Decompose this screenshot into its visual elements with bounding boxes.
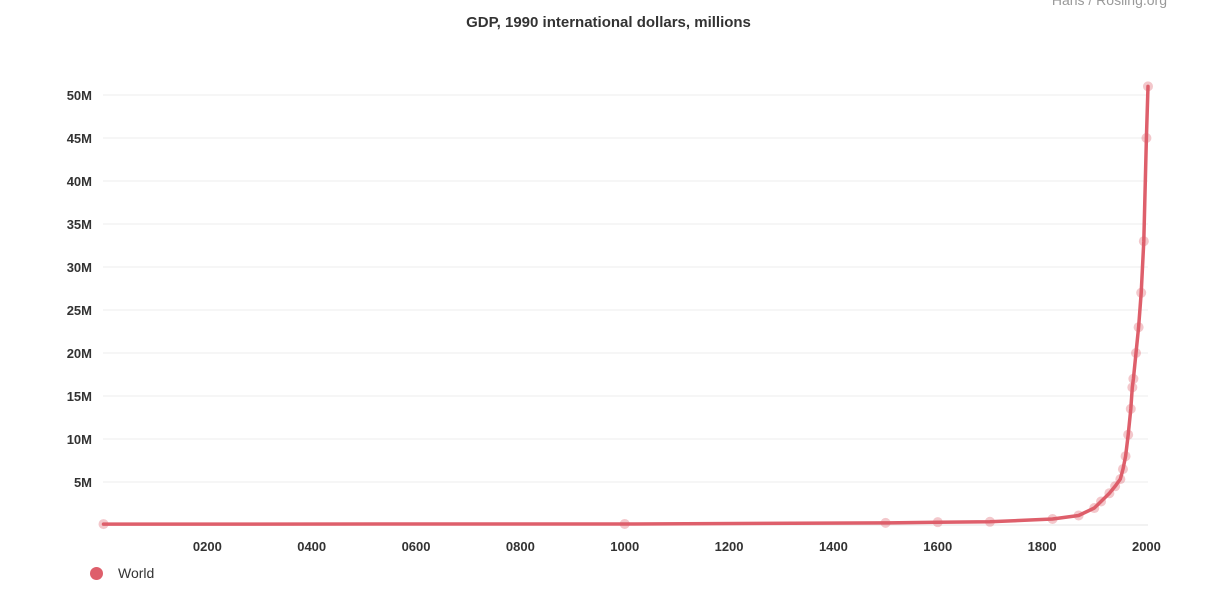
data-point[interactable] — [1138, 236, 1149, 247]
series-layer — [98, 81, 1153, 530]
y-tick-label: 15M — [67, 389, 92, 404]
data-point[interactable] — [1133, 322, 1144, 333]
y-tick-label: 25M — [67, 303, 92, 318]
data-point[interactable] — [1117, 464, 1128, 475]
y-axis-ticks: 5M 10M 15M 20M 25M 30M 35M 40M 45M 50M — [67, 88, 92, 490]
series-line-world — [101, 84, 1150, 526]
data-point[interactable] — [1143, 81, 1153, 92]
data-point[interactable] — [1073, 510, 1084, 521]
x-tick-label: 2000 — [1132, 539, 1161, 554]
x-tick-label: 0400 — [297, 539, 326, 554]
data-point[interactable] — [1089, 503, 1100, 514]
y-tick-label: 5M — [74, 475, 92, 490]
x-axis-ticks: 0200 0400 0600 0800 1000 1200 1400 1600 1800 2000 — [193, 539, 1161, 554]
data-point[interactable] — [1104, 488, 1115, 499]
data-point[interactable] — [1127, 382, 1138, 393]
data-point[interactable] — [1047, 514, 1058, 525]
chart-title: GDP, 1990 international dollars, million… — [466, 14, 751, 31]
x-tick-label: 0800 — [506, 539, 535, 554]
data-point[interactable] — [932, 517, 943, 528]
y-tick-label: 30M — [67, 260, 92, 275]
data-point[interactable] — [1120, 451, 1131, 462]
data-point[interactable] — [1136, 287, 1147, 298]
x-tick-label: 0200 — [193, 539, 222, 554]
x-tick-label: 1800 — [1028, 539, 1057, 554]
data-point[interactable] — [1110, 481, 1121, 492]
data-point[interactable] — [1123, 429, 1134, 440]
y-tick-label: 35M — [67, 217, 92, 232]
gridlines — [103, 94, 1148, 526]
legend-world-label: World — [118, 565, 155, 581]
y-tick-label: 45M — [67, 131, 92, 146]
data-point[interactable] — [1141, 133, 1152, 143]
legend-world-marker — [90, 566, 103, 580]
y-tick-label: 40M — [67, 174, 92, 189]
x-tick-label: 1200 — [715, 539, 744, 554]
x-tick-label: 1000 — [610, 539, 639, 554]
x-tick-label: 0600 — [402, 539, 431, 554]
data-point[interactable] — [984, 516, 995, 527]
data-point[interactable] — [1128, 373, 1139, 384]
x-tick-label: 1600 — [923, 539, 952, 554]
x-tick-label: 1400 — [819, 539, 848, 554]
data-point[interactable] — [619, 518, 630, 529]
data-point[interactable] — [1131, 348, 1142, 358]
source-text: Hans / Rosling.org — [1051, 0, 1167, 8]
data-point[interactable] — [1125, 403, 1136, 414]
y-tick-label: 20M — [67, 346, 92, 361]
data-point[interactable] — [1096, 496, 1107, 507]
y-tick-label: 10M — [67, 432, 92, 447]
data-point[interactable] — [1115, 474, 1126, 485]
data-point[interactable] — [98, 519, 109, 530]
legend[interactable]: World — [90, 565, 154, 581]
y-tick-label: 50M — [67, 88, 92, 103]
data-point[interactable] — [880, 517, 891, 528]
